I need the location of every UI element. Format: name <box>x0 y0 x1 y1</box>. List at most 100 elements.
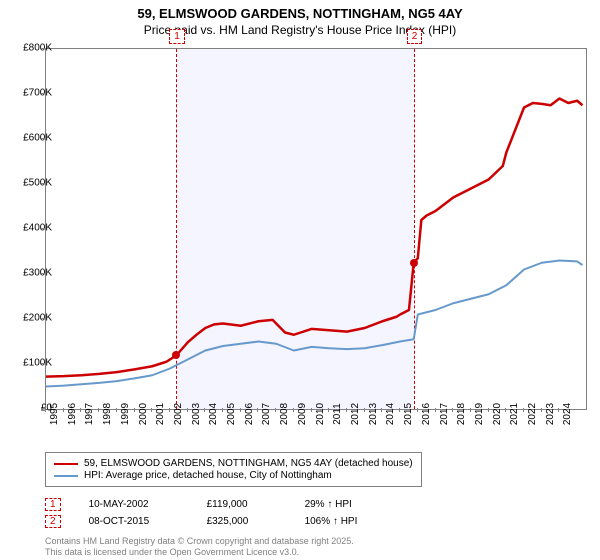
x-tick-mark <box>204 408 205 412</box>
event-pct: 106% ↑ HPI <box>305 516 358 527</box>
x-axis-label: 2005 <box>226 403 237 425</box>
legend-label: 59, ELMSWOOD GARDENS, NOTTINGHAM, NG5 4A… <box>84 458 413 469</box>
footer-line2: This data is licensed under the Open Gov… <box>45 547 354 558</box>
x-tick-mark <box>523 408 524 412</box>
y-axis-label: £700K <box>23 88 52 99</box>
event-marker-label-1: 1 <box>169 29 185 44</box>
x-tick-mark <box>63 408 64 412</box>
x-tick-mark <box>98 408 99 412</box>
x-axis-label: 2006 <box>244 403 255 425</box>
event-row: 2 08-OCT-2015 £325,000 106% ↑ HPI <box>45 515 357 528</box>
x-axis-label: 2023 <box>545 403 556 425</box>
x-axis-label: 1995 <box>49 403 60 425</box>
y-axis-label: £400K <box>23 223 52 234</box>
x-axis-label: 2014 <box>385 403 396 425</box>
event-date: 10-MAY-2002 <box>89 499 179 510</box>
x-tick-mark <box>346 408 347 412</box>
event-price: £119,000 <box>207 499 277 510</box>
x-axis-label: 2016 <box>421 403 432 425</box>
x-axis-label: 2001 <box>155 403 166 425</box>
legend-item: 59, ELMSWOOD GARDENS, NOTTINGHAM, NG5 4A… <box>54 458 413 469</box>
x-tick-mark <box>187 408 188 412</box>
x-axis-label: 2018 <box>456 403 467 425</box>
event-number-box: 1 <box>45 498 61 511</box>
chart-plot-area: 12 <box>45 48 587 410</box>
x-tick-mark <box>399 408 400 412</box>
series-price_paid <box>46 99 582 377</box>
legend: 59, ELMSWOOD GARDENS, NOTTINGHAM, NG5 4A… <box>45 452 422 487</box>
chart-svg <box>46 49 586 409</box>
x-axis-label: 2004 <box>208 403 219 425</box>
event-row: 1 10-MAY-2002 £119,000 29% ↑ HPI <box>45 498 357 511</box>
x-axis-label: 1996 <box>67 403 78 425</box>
y-tick-mark <box>41 273 45 274</box>
x-tick-mark <box>364 408 365 412</box>
x-axis-label: 2003 <box>191 403 202 425</box>
x-axis-label: 2011 <box>332 403 343 425</box>
x-tick-mark <box>169 408 170 412</box>
event-date: 08-OCT-2015 <box>89 516 179 527</box>
legend-swatch <box>54 475 78 477</box>
x-axis-label: 2022 <box>527 403 538 425</box>
x-tick-mark <box>80 408 81 412</box>
x-axis-label: 2008 <box>279 403 290 425</box>
x-tick-mark <box>134 408 135 412</box>
y-axis-label: £600K <box>23 133 52 144</box>
x-tick-mark <box>505 408 506 412</box>
x-axis-label: 1999 <box>120 403 131 425</box>
x-axis-label: 2007 <box>261 403 272 425</box>
footer-line1: Contains HM Land Registry data © Crown c… <box>45 536 354 547</box>
x-axis-label: 2017 <box>439 403 450 425</box>
x-axis-label: 2002 <box>173 403 184 425</box>
y-tick-mark <box>41 93 45 94</box>
legend-swatch <box>54 463 78 465</box>
x-axis-label: 1998 <box>102 403 113 425</box>
x-axis-label: 2000 <box>138 403 149 425</box>
x-tick-mark <box>541 408 542 412</box>
x-axis-label: 2024 <box>562 403 573 425</box>
x-tick-mark <box>45 408 46 412</box>
x-tick-mark <box>452 408 453 412</box>
x-axis-label: 2012 <box>350 403 361 425</box>
x-tick-mark <box>435 408 436 412</box>
footer-attribution: Contains HM Land Registry data © Crown c… <box>45 536 354 558</box>
y-tick-mark <box>41 228 45 229</box>
x-axis-label: 2020 <box>492 403 503 425</box>
y-tick-mark <box>41 363 45 364</box>
y-tick-mark <box>41 318 45 319</box>
x-tick-mark <box>240 408 241 412</box>
x-tick-mark <box>275 408 276 412</box>
y-tick-mark <box>41 138 45 139</box>
event-pct: 29% ↑ HPI <box>305 499 352 510</box>
event-number-box: 2 <box>45 515 61 528</box>
x-tick-mark <box>488 408 489 412</box>
y-axis-label: £100K <box>23 358 52 369</box>
event-price: £325,000 <box>207 516 277 527</box>
y-axis-label: £300K <box>23 268 52 279</box>
x-axis-label: 2009 <box>297 403 308 425</box>
x-axis-label: 1997 <box>84 403 95 425</box>
x-tick-mark <box>381 408 382 412</box>
x-tick-mark <box>293 408 294 412</box>
x-axis-label: 2013 <box>368 403 379 425</box>
x-tick-mark <box>417 408 418 412</box>
x-axis-label: 2019 <box>474 403 485 425</box>
x-tick-mark <box>257 408 258 412</box>
x-tick-mark <box>558 408 559 412</box>
x-tick-mark <box>222 408 223 412</box>
y-tick-mark <box>41 48 45 49</box>
x-tick-mark <box>116 408 117 412</box>
x-tick-mark <box>151 408 152 412</box>
y-axis-label: £800K <box>23 43 52 54</box>
x-axis-label: 2021 <box>509 403 520 425</box>
x-axis-label: 2010 <box>315 403 326 425</box>
y-tick-mark <box>41 183 45 184</box>
x-axis-label: 2015 <box>403 403 414 425</box>
event-marker-label-2: 2 <box>407 29 423 44</box>
legend-item: HPI: Average price, detached house, City… <box>54 470 413 481</box>
x-tick-mark <box>470 408 471 412</box>
title-line2: Price paid vs. HM Land Registry's House … <box>0 23 600 39</box>
y-axis-label: £500K <box>23 178 52 189</box>
event-table: 1 10-MAY-2002 £119,000 29% ↑ HPI 2 08-OCT-201… <box>45 498 357 532</box>
chart-title: 59, ELMSWOOD GARDENS, NOTTINGHAM, NG5 4A… <box>0 0 600 38</box>
